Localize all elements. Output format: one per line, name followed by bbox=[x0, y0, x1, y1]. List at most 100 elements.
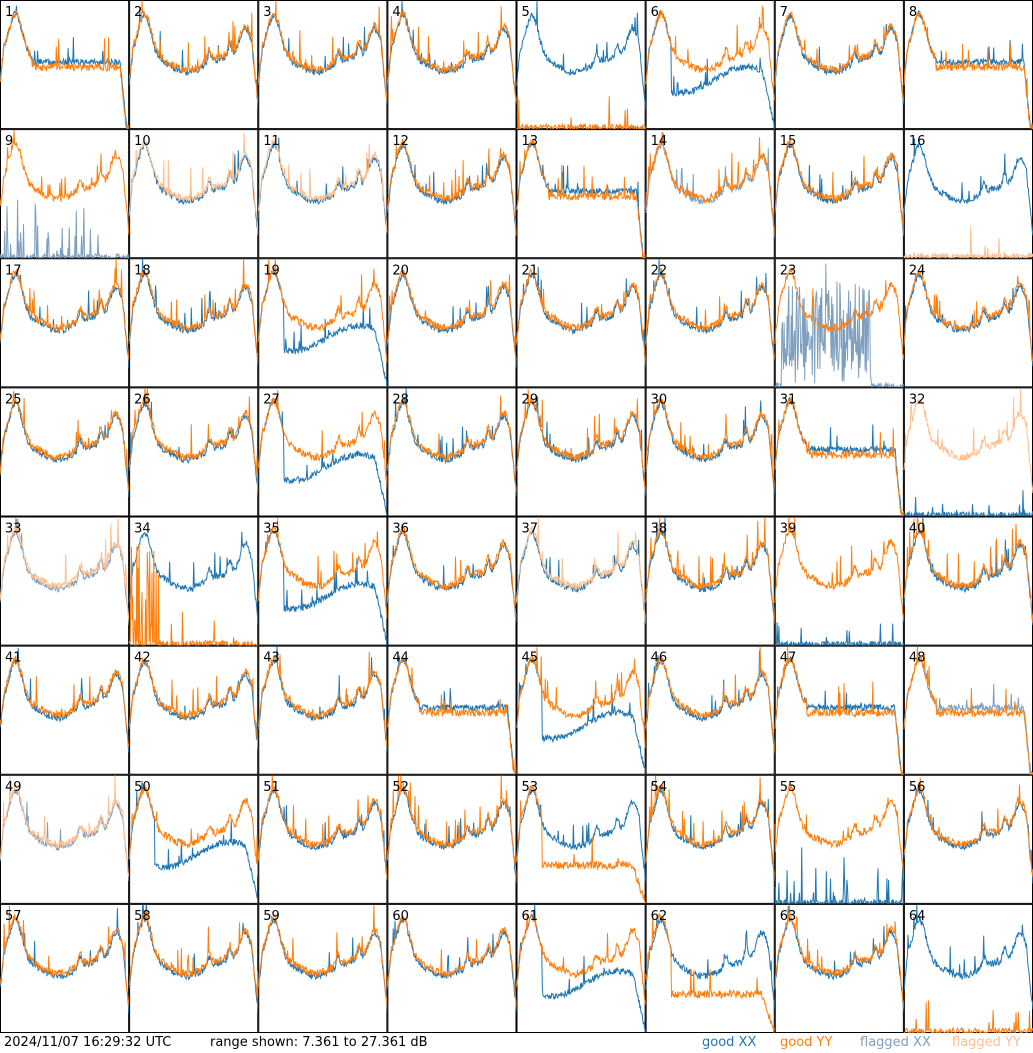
panel-label-55: 55 bbox=[780, 780, 797, 795]
xx-line-33 bbox=[0, 517, 130, 625]
panel-label-53: 53 bbox=[522, 780, 539, 795]
panel-25 bbox=[0, 387, 130, 517]
yy-line-28 bbox=[386, 395, 517, 493]
panel-label-40: 40 bbox=[909, 522, 926, 537]
panel-label-7: 7 bbox=[780, 5, 788, 20]
panel-label-5: 5 bbox=[522, 5, 530, 20]
panel-63 bbox=[774, 903, 904, 1033]
panel-label-58: 58 bbox=[134, 909, 151, 924]
panel-27 bbox=[258, 387, 388, 517]
panel-label-20: 20 bbox=[392, 263, 409, 278]
yy-line-22 bbox=[645, 267, 776, 360]
panel-label-16: 16 bbox=[909, 134, 926, 149]
yy-line-38 bbox=[645, 517, 776, 624]
xx-line-21 bbox=[516, 266, 647, 368]
panel-39 bbox=[774, 516, 904, 646]
panel-label-34: 34 bbox=[134, 522, 151, 537]
yy-line-35 bbox=[257, 517, 388, 619]
yy-line-19 bbox=[257, 258, 388, 363]
yy-line-48 bbox=[903, 646, 1033, 776]
panel-60 bbox=[387, 903, 517, 1033]
panel-41 bbox=[0, 645, 130, 775]
panel-label-49: 49 bbox=[5, 780, 22, 795]
yy-line-41 bbox=[0, 655, 130, 748]
panel-label-4: 4 bbox=[392, 5, 400, 20]
yy-line-33 bbox=[0, 517, 130, 622]
panel-label-43: 43 bbox=[263, 651, 280, 666]
yy-line-3 bbox=[257, 0, 388, 103]
xx-line-55 bbox=[774, 847, 904, 906]
panel-label-39: 39 bbox=[780, 522, 797, 537]
xx-line-5 bbox=[516, 0, 647, 110]
panel-label-29: 29 bbox=[522, 392, 539, 407]
yy-line-2 bbox=[128, 0, 259, 103]
panel-label-23: 23 bbox=[780, 263, 797, 278]
panel-label-19: 19 bbox=[263, 263, 280, 278]
panel-15 bbox=[774, 129, 904, 259]
panel-label-21: 21 bbox=[522, 263, 539, 278]
yy-line-52 bbox=[386, 775, 517, 879]
yy-line-26 bbox=[128, 387, 259, 493]
yy-line-15 bbox=[774, 138, 905, 236]
yy-line-60 bbox=[386, 915, 517, 1008]
panel-36 bbox=[387, 516, 517, 646]
xx-line-19 bbox=[257, 268, 388, 388]
panel-label-10: 10 bbox=[134, 134, 151, 149]
panel-5 bbox=[516, 0, 646, 130]
footer-bar: 2024/11/07 16:29:32 UTC range shown: 7.3… bbox=[0, 1033, 1033, 1053]
panel-label-52: 52 bbox=[392, 780, 409, 795]
yy-line-1 bbox=[0, 8, 130, 131]
panel-label-8: 8 bbox=[909, 5, 917, 20]
yy-line-27 bbox=[257, 390, 388, 489]
panel-62 bbox=[645, 903, 775, 1033]
panel-57 bbox=[0, 903, 130, 1033]
xx-line-12 bbox=[386, 142, 517, 237]
panel-label-17: 17 bbox=[5, 263, 22, 278]
yy-line-50 bbox=[128, 784, 259, 877]
panel-label-24: 24 bbox=[909, 263, 926, 278]
yy-line-59 bbox=[257, 905, 388, 1006]
panel-label-15: 15 bbox=[780, 134, 797, 149]
panel-3 bbox=[258, 0, 388, 130]
yy-line-36 bbox=[386, 525, 517, 618]
yy-line-64 bbox=[903, 1000, 1033, 1033]
timestamp: 2024/11/07 16:29:32 UTC bbox=[4, 1035, 172, 1050]
panel-54 bbox=[645, 774, 775, 904]
xx-line-32 bbox=[903, 490, 1033, 518]
panel-label-14: 14 bbox=[651, 134, 668, 149]
legend-good-yy: good YY bbox=[780, 1035, 833, 1050]
legend-flagged-xx: flagged XX bbox=[860, 1035, 931, 1050]
xx-line-9 bbox=[0, 199, 130, 260]
yy-line-62 bbox=[645, 913, 776, 1033]
yy-line-45 bbox=[516, 647, 647, 749]
yy-line-23 bbox=[774, 268, 905, 361]
panel-label-63: 63 bbox=[780, 909, 797, 924]
yy-line-12 bbox=[386, 138, 517, 236]
panel-10 bbox=[129, 129, 259, 259]
panel-46 bbox=[645, 645, 775, 775]
panel-label-12: 12 bbox=[392, 134, 409, 149]
yy-line-21 bbox=[516, 267, 647, 366]
panel-label-11: 11 bbox=[263, 134, 280, 149]
panel-22 bbox=[645, 258, 775, 388]
panel-label-13: 13 bbox=[522, 134, 539, 149]
panel-19 bbox=[258, 258, 388, 388]
panel-label-36: 36 bbox=[392, 522, 409, 537]
panel-label-48: 48 bbox=[909, 651, 926, 666]
yy-line-54 bbox=[645, 775, 776, 877]
panel-label-50: 50 bbox=[134, 780, 151, 795]
panel-28 bbox=[387, 387, 517, 517]
panel-30 bbox=[645, 387, 775, 517]
panel-label-45: 45 bbox=[522, 651, 539, 666]
yy-line-11 bbox=[257, 137, 388, 233]
panel-label-62: 62 bbox=[651, 909, 668, 924]
panel-label-46: 46 bbox=[651, 651, 668, 666]
range-text: range shown: 7.361 to 27.361 dB bbox=[210, 1035, 428, 1050]
yy-line-25 bbox=[0, 391, 130, 491]
panel-24 bbox=[903, 258, 1033, 388]
yy-line-10 bbox=[128, 132, 259, 236]
yy-line-51 bbox=[257, 775, 388, 881]
panel-label-25: 25 bbox=[5, 392, 22, 407]
panel-20 bbox=[387, 258, 517, 388]
